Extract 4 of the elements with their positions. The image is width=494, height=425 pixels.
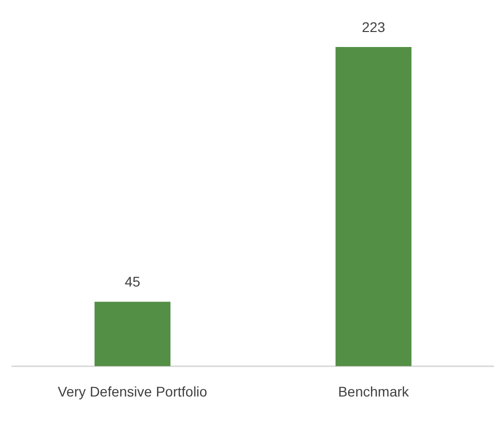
data-label: 223 <box>362 18 386 35</box>
data-label: 45 <box>124 274 140 290</box>
x-tick-label: Benchmark <box>338 383 410 400</box>
x-tick-label: Very Defensive Portfolio <box>58 383 208 400</box>
